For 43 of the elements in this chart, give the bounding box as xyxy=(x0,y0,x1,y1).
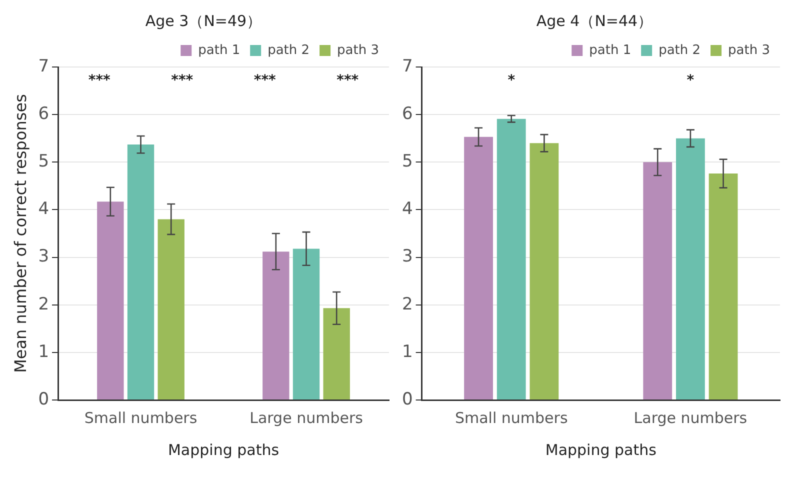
bar xyxy=(292,248,320,400)
x-tick-label: Large numbers xyxy=(250,408,364,427)
legend-label: path 3 xyxy=(728,42,770,58)
y-tick-label: 5 xyxy=(402,152,413,172)
annotation: *** xyxy=(336,72,360,89)
y-tick-label: 2 xyxy=(402,294,413,314)
legend-label: path 2 xyxy=(268,42,310,58)
legend-label: path 2 xyxy=(658,42,701,58)
bar xyxy=(323,308,350,400)
legend-label: path 1 xyxy=(198,42,240,58)
chart-title: Age 4（N=44） xyxy=(536,12,653,32)
bar xyxy=(262,252,290,400)
x-tick-label: Small numbers xyxy=(454,408,568,427)
annotation: * xyxy=(686,72,695,89)
y-tick-label: 3 xyxy=(38,246,50,267)
x-axis-title: Mapping paths xyxy=(168,440,280,459)
y-tick-label: 3 xyxy=(402,246,413,267)
y-axis-title: Mean number of correct responses xyxy=(10,94,30,373)
x-axis-title: Mapping paths xyxy=(545,440,657,459)
y-tick-label: 1 xyxy=(38,342,50,362)
bar xyxy=(97,202,124,400)
x-tick-label: Large numbers xyxy=(634,408,748,427)
y-tick-label: 0 xyxy=(402,389,413,410)
y-tick-label: 5 xyxy=(38,152,50,172)
y-tick-label: 7 xyxy=(38,56,50,76)
x-tick-label: Small numbers xyxy=(84,408,198,427)
annotation: *** xyxy=(171,72,194,89)
y-tick-label: 6 xyxy=(402,104,413,124)
annotation: *** xyxy=(88,72,112,89)
y-tick-label: 4 xyxy=(38,199,50,220)
y-tick-label: 4 xyxy=(402,199,413,220)
legend-label: path 1 xyxy=(589,42,632,58)
chart-title: Age 3（N=49） xyxy=(145,12,262,32)
y-tick-label: 2 xyxy=(38,294,50,314)
legend-label: path 3 xyxy=(337,42,380,58)
y-tick-label: 1 xyxy=(402,342,413,362)
y-tick-label: 0 xyxy=(38,389,50,410)
y-tick-label: 7 xyxy=(402,56,413,76)
bar xyxy=(158,219,184,400)
annotation: * xyxy=(508,72,516,89)
y-tick-label: 6 xyxy=(38,104,50,124)
bar xyxy=(127,144,154,400)
annotation: *** xyxy=(254,72,277,89)
